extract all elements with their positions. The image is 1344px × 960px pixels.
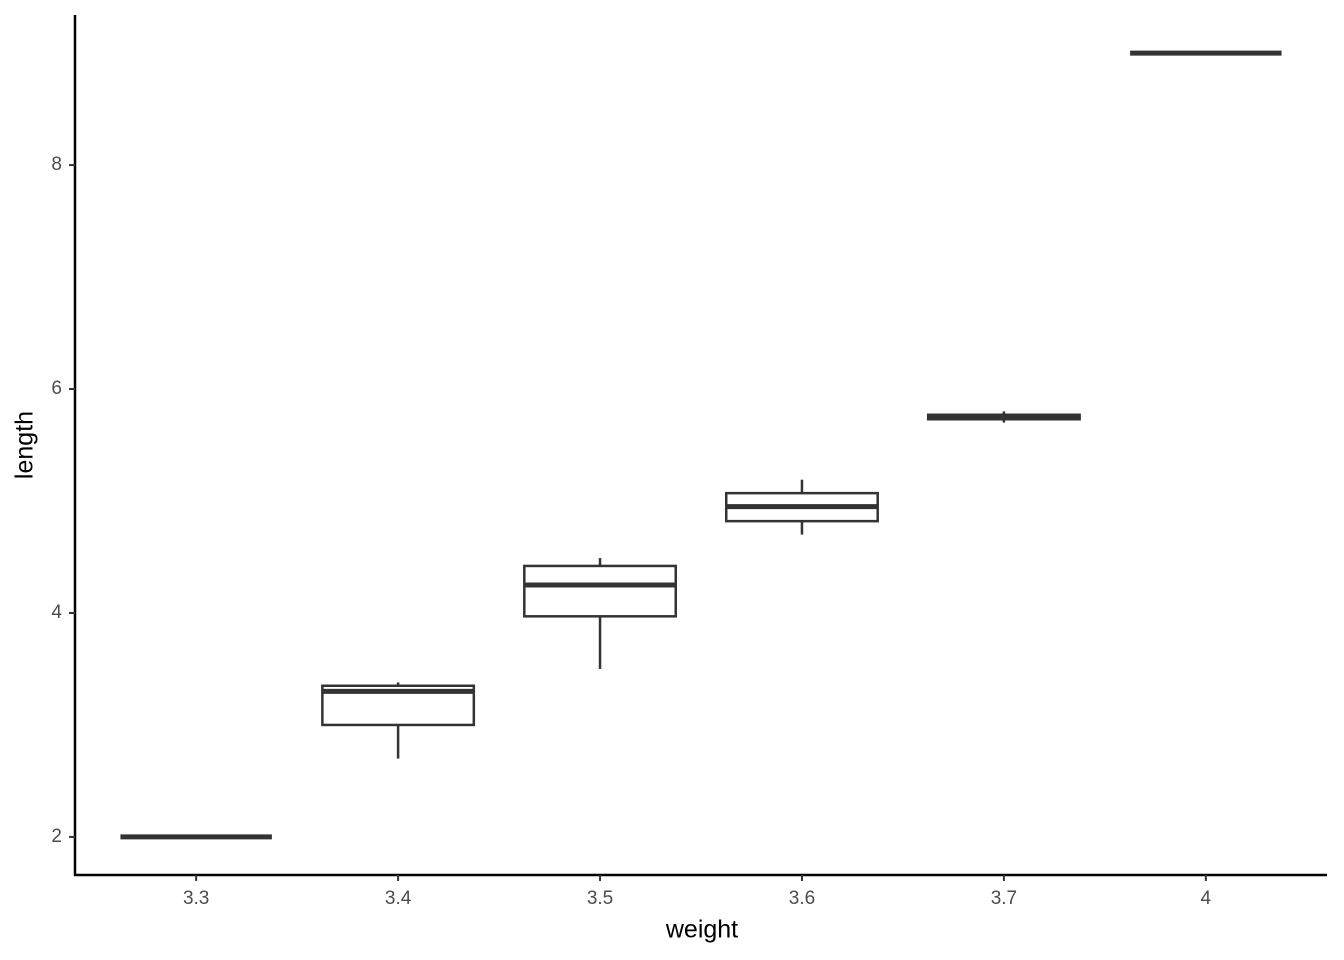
x-tick-label: 3.3 — [183, 888, 209, 909]
box — [523, 564, 678, 618]
x-axis-title: weight — [665, 916, 738, 944]
x-tick-label: 3.5 — [587, 888, 613, 909]
y-axis-title: length — [11, 411, 39, 479]
y-tick-label: 6 — [51, 378, 62, 399]
x-tick-label: 3.7 — [991, 888, 1017, 909]
y-tick-label: 2 — [51, 826, 62, 847]
box — [321, 684, 476, 727]
x-tick-label: 4 — [1201, 888, 1212, 909]
x-tick-label: 3.4 — [385, 888, 412, 909]
y-tick-label: 4 — [51, 602, 62, 623]
x-tick-label: 3.6 — [789, 888, 815, 909]
y-tick-label: 8 — [51, 154, 62, 175]
